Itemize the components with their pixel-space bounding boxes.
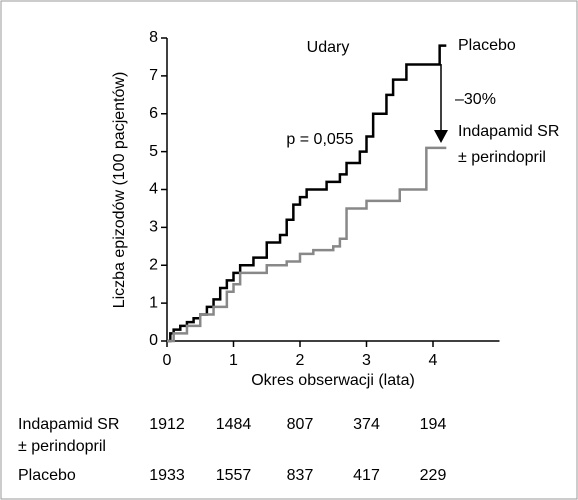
- y-tick-label: 4: [149, 181, 158, 198]
- risk-row-label: ± perindopril: [18, 438, 106, 455]
- risk-value: 194: [420, 416, 447, 433]
- risk-value: 229: [420, 467, 447, 484]
- risk-value: 1912: [149, 416, 185, 433]
- y-tick-label: 8: [149, 29, 158, 46]
- risk-value: 1557: [216, 467, 252, 484]
- risk-row-label: Indapamid SR: [18, 416, 119, 433]
- step-line: [167, 44, 447, 343]
- risk-value: 807: [287, 416, 314, 433]
- risk-value: 837: [287, 467, 314, 484]
- x-tick-label: 2: [296, 352, 305, 369]
- y-axis-label: Liczba epizodów (100 pacjentów): [111, 72, 128, 309]
- y-tick-label: 3: [149, 219, 158, 236]
- x-axis-label: Okres obserwacji (lata): [251, 372, 415, 389]
- y-tick-label: 2: [149, 256, 158, 273]
- p-value: p = 0,055: [286, 131, 353, 148]
- risk-value: 417: [353, 467, 380, 484]
- x-tick-label: 1: [229, 352, 238, 369]
- risk-value: 1933: [149, 467, 185, 484]
- series-label: ± perindopril: [458, 149, 546, 166]
- series-label: Placebo: [458, 37, 516, 54]
- risk-row-label: Placebo: [18, 467, 76, 484]
- x-tick-label: 4: [429, 352, 438, 369]
- y-tick-label: 6: [149, 105, 158, 122]
- y-tick-label: 5: [149, 143, 158, 160]
- arrow-head: [434, 130, 448, 143]
- y-tick-label: 7: [149, 67, 158, 84]
- x-tick-label: 3: [362, 352, 371, 369]
- y-tick-label: 1: [149, 294, 158, 311]
- risk-value: 374: [353, 416, 380, 433]
- step-line: [167, 146, 447, 343]
- x-tick-label: 0: [163, 352, 172, 369]
- y-tick-label: 0: [149, 332, 158, 349]
- risk-value: 1484: [216, 416, 252, 433]
- series-label: Indapamid SR: [458, 123, 559, 140]
- chart-title: Udary: [307, 39, 350, 56]
- reduction-label: –30%: [455, 91, 496, 108]
